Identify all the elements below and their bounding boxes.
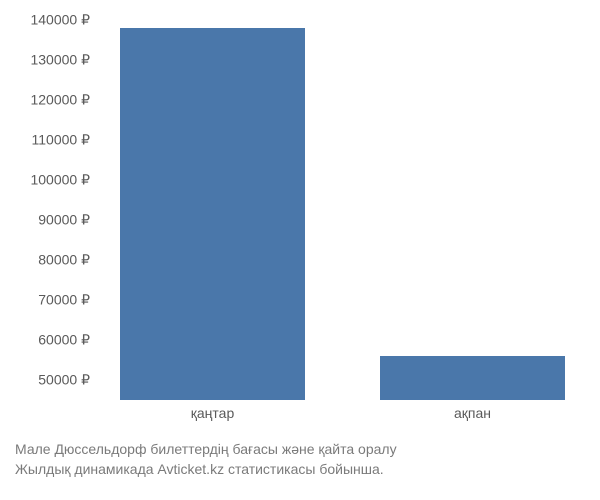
y-tick-label: 120000 ₽ xyxy=(0,92,90,109)
chart-caption: Мале Дюссельдорф билеттердің бағасы және… xyxy=(15,440,397,479)
y-tick-label: 100000 ₽ xyxy=(0,172,90,189)
caption-line-1: Мале Дюссельдорф билеттердің бағасы және… xyxy=(15,440,397,460)
y-tick-label: 50000 ₽ xyxy=(0,372,90,389)
bar xyxy=(120,28,305,400)
caption-line-2: Жылдық динамикада Avticket.kz статистика… xyxy=(15,460,397,480)
y-tick-label: 130000 ₽ xyxy=(0,52,90,69)
y-axis: 50000 ₽ 60000 ₽ 70000 ₽ 80000 ₽ 90000 ₽ 10000… xyxy=(0,20,95,400)
x-axis-labels: қаңтар ақпан xyxy=(100,405,580,430)
y-tick-label: 140000 ₽ xyxy=(0,12,90,29)
plot-area xyxy=(100,20,580,400)
y-tick-label: 70000 ₽ xyxy=(0,292,90,309)
y-tick-label: 60000 ₽ xyxy=(0,332,90,349)
y-tick-label: 110000 ₽ xyxy=(0,132,90,149)
bar xyxy=(380,356,565,400)
x-tick-label: қаңтар xyxy=(191,405,234,421)
x-tick-label: ақпан xyxy=(454,405,491,421)
y-tick-label: 80000 ₽ xyxy=(0,252,90,269)
y-tick-label: 90000 ₽ xyxy=(0,212,90,229)
chart-container: 50000 ₽ 60000 ₽ 70000 ₽ 80000 ₽ 90000 ₽ 10000… xyxy=(0,0,600,500)
